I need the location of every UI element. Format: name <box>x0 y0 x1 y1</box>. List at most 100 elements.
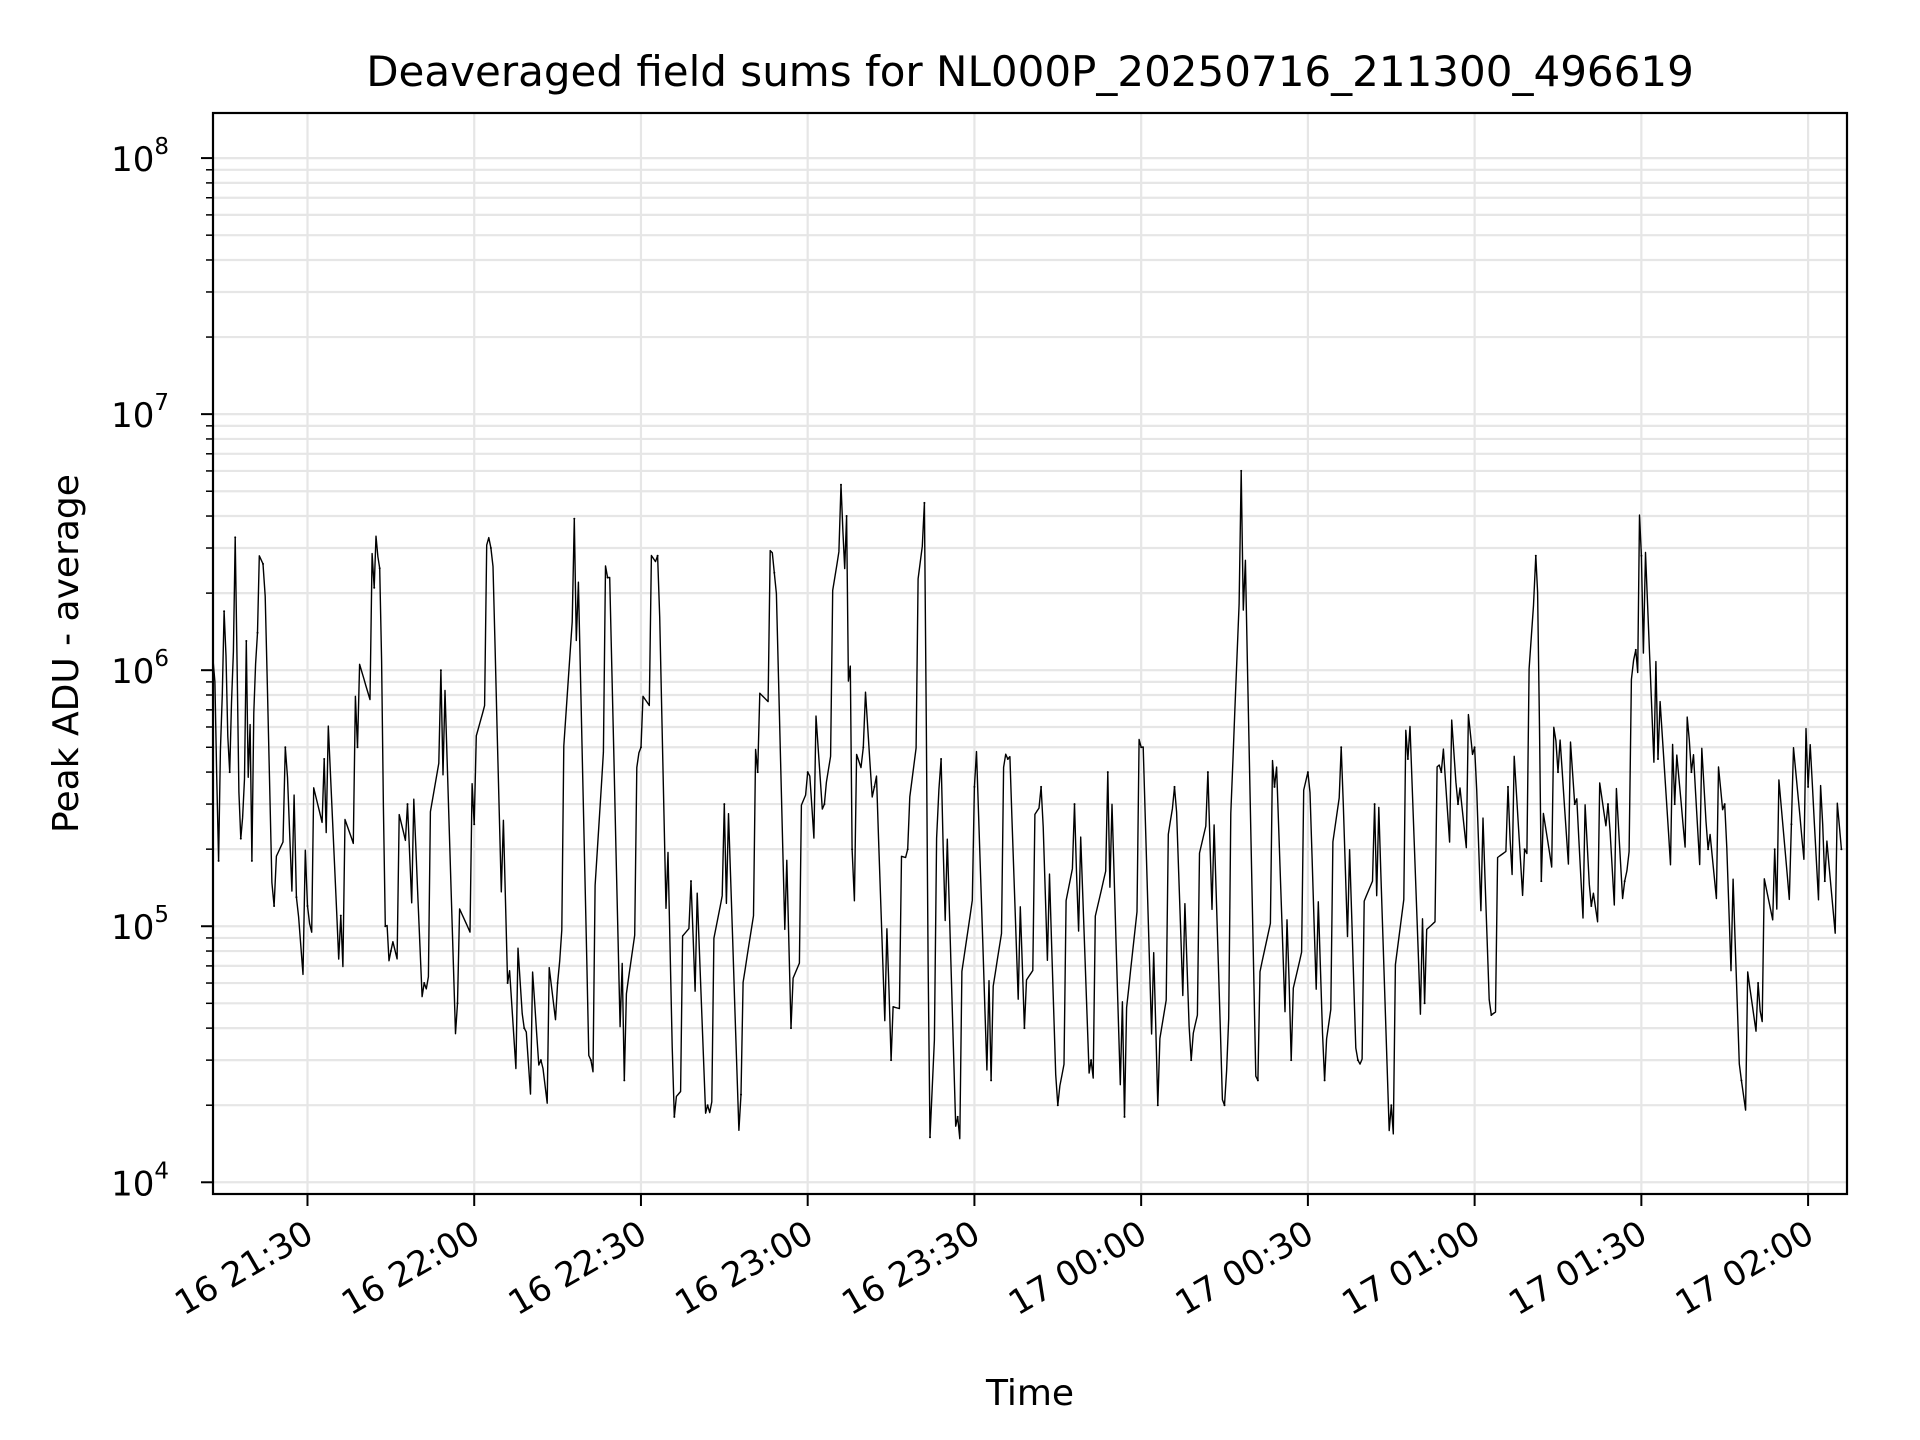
data-point <box>389 950 392 952</box>
data-point <box>1523 848 1526 851</box>
x-tick-label: 17 00:30 <box>1169 1213 1321 1324</box>
data-point <box>873 785 876 788</box>
data-point <box>862 746 865 749</box>
data-point <box>1823 880 1826 883</box>
data-point <box>606 576 609 579</box>
data-point <box>1440 771 1443 774</box>
data-point <box>1757 982 1760 984</box>
data-point <box>1190 1059 1193 1062</box>
data-point <box>640 746 642 749</box>
x-tick-label: 16 23:00 <box>668 1213 820 1324</box>
data-point <box>656 554 659 557</box>
data-point <box>573 517 576 520</box>
data-point <box>506 982 509 984</box>
x-tick-label: 16 22:30 <box>502 1213 654 1324</box>
data-point <box>1573 803 1576 806</box>
data-point <box>1306 771 1309 774</box>
y-tick-label: 104 <box>111 1158 169 1204</box>
data-point <box>940 758 943 760</box>
data-point <box>1507 785 1509 788</box>
data-point <box>1223 1104 1226 1107</box>
data-point <box>1323 1079 1326 1082</box>
data-point <box>690 880 692 883</box>
data-point <box>823 803 826 806</box>
data-point <box>1423 1002 1426 1005</box>
data-point <box>1634 648 1637 651</box>
data-point <box>1707 848 1710 851</box>
data-point <box>223 610 226 613</box>
data-point <box>623 1079 626 1082</box>
data-point <box>1056 1104 1059 1107</box>
y-tick-label: 108 <box>111 134 169 180</box>
data-point <box>1090 1059 1093 1062</box>
data-point <box>806 771 809 774</box>
data-point <box>1006 758 1009 760</box>
grid-layer <box>213 113 1847 1194</box>
data-point <box>1356 1059 1359 1062</box>
x-tick-label: 16 23:30 <box>835 1213 987 1324</box>
data-point <box>323 758 326 760</box>
y-tick-exponent: 4 <box>154 1158 169 1184</box>
data-point <box>1807 785 1810 788</box>
data-point <box>473 823 476 826</box>
y-tick-label: 106 <box>111 646 169 692</box>
data-point <box>306 905 309 907</box>
data-point <box>423 982 426 984</box>
data-point <box>1557 771 1559 774</box>
data-point <box>1740 1079 1743 1082</box>
data-point <box>1340 746 1343 749</box>
data-point <box>790 1027 792 1030</box>
data-point <box>1690 771 1693 774</box>
data-point <box>673 1115 676 1118</box>
y-axis: 104 105 106 107 108 <box>111 134 213 1204</box>
data-point <box>1256 1079 1259 1082</box>
x-tick-label: 17 00:00 <box>1002 1213 1154 1324</box>
data-point <box>1290 1059 1293 1062</box>
data-point <box>339 914 342 917</box>
chart-title: Deaveraged field sums for NL000P_2025071… <box>366 47 1694 96</box>
data-point <box>239 837 242 840</box>
data-point <box>384 925 387 928</box>
data-point <box>923 501 926 504</box>
data-point <box>262 562 264 565</box>
x-tick-label: 17 01:00 <box>1335 1213 1487 1324</box>
data-point <box>1373 803 1376 806</box>
data-point <box>489 547 492 549</box>
data-point <box>295 896 298 899</box>
data-point <box>1607 803 1609 806</box>
data-point <box>1773 848 1776 851</box>
data-point <box>1590 905 1593 907</box>
data-point <box>1673 803 1676 806</box>
data-point <box>840 483 842 486</box>
x-tick-label: 16 21:30 <box>168 1213 320 1324</box>
y-tick-exponent: 8 <box>154 134 169 160</box>
data-point <box>556 982 559 984</box>
y-tick-label: 105 <box>111 902 169 948</box>
data-point <box>740 1093 742 1096</box>
data-point <box>250 859 253 862</box>
data-point <box>1023 1027 1026 1030</box>
data-point <box>273 905 276 907</box>
data-point <box>1273 785 1276 788</box>
x-tick-label: 16 22:00 <box>335 1213 487 1324</box>
data-point <box>456 1002 459 1005</box>
data-point <box>1790 823 1793 826</box>
data-point <box>956 1115 959 1118</box>
data-point <box>1123 1115 1126 1118</box>
data-point <box>234 536 237 539</box>
data-point <box>1406 758 1409 760</box>
data-point <box>217 859 220 862</box>
data-point <box>539 1059 542 1062</box>
data-point <box>284 746 287 749</box>
data-point <box>589 1059 592 1062</box>
data-point <box>373 586 376 589</box>
data-point <box>1240 469 1243 472</box>
data-point <box>406 803 409 806</box>
x-axis-label: Time <box>985 1373 1074 1414</box>
data-point <box>228 771 231 774</box>
data-point <box>1473 746 1476 749</box>
data-point <box>851 848 854 851</box>
data-point <box>845 515 848 517</box>
x-tick-label: 17 02:00 <box>1669 1213 1821 1324</box>
x-tick-label: 17 01:30 <box>1502 1213 1654 1324</box>
